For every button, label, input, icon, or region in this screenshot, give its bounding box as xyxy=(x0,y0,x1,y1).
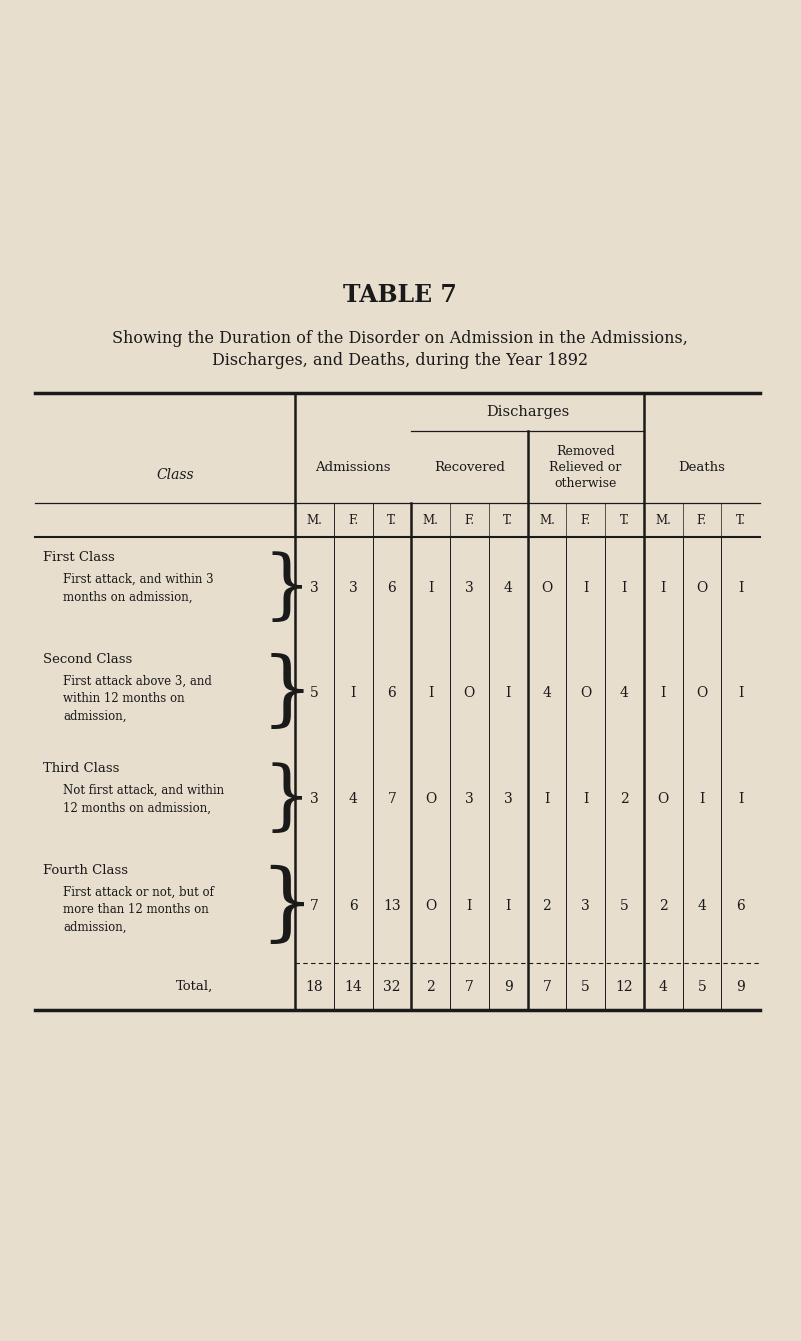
Text: Total,: Total, xyxy=(176,980,214,994)
Text: 4: 4 xyxy=(504,581,513,595)
Text: M.: M. xyxy=(307,514,322,527)
Text: F.: F. xyxy=(465,514,474,527)
Text: O: O xyxy=(580,687,591,700)
Text: I: I xyxy=(583,793,588,806)
Text: O: O xyxy=(464,687,475,700)
Text: O: O xyxy=(541,581,553,595)
Text: 3: 3 xyxy=(310,793,319,806)
Text: Removed
Relieved or
otherwise: Removed Relieved or otherwise xyxy=(549,444,622,489)
Text: I: I xyxy=(467,900,472,913)
Text: 5: 5 xyxy=(310,687,319,700)
Text: Deaths: Deaths xyxy=(678,460,726,473)
Text: I: I xyxy=(505,687,511,700)
Text: First attack, and within 3
months on admission,: First attack, and within 3 months on adm… xyxy=(63,573,214,603)
Text: }: } xyxy=(260,653,313,734)
Text: M.: M. xyxy=(423,514,439,527)
Text: O: O xyxy=(425,793,437,806)
Text: Not first attack, and within
12 months on admission,: Not first attack, and within 12 months o… xyxy=(63,784,224,814)
Text: I: I xyxy=(661,581,666,595)
Text: T.: T. xyxy=(735,514,746,527)
Text: 4: 4 xyxy=(348,793,357,806)
Text: I: I xyxy=(699,793,705,806)
Text: O: O xyxy=(696,687,707,700)
Text: 3: 3 xyxy=(348,581,357,595)
Text: Admissions: Admissions xyxy=(316,460,391,473)
Text: First attack or not, but of
more than 12 months on
admission,: First attack or not, but of more than 12… xyxy=(63,885,214,933)
Text: Fourth Class: Fourth Class xyxy=(43,864,128,877)
Text: }: } xyxy=(263,762,312,835)
Text: Recovered: Recovered xyxy=(434,460,505,473)
Text: 32: 32 xyxy=(383,979,400,994)
Text: First Class: First Class xyxy=(43,551,115,565)
Text: 18: 18 xyxy=(305,979,323,994)
Text: I: I xyxy=(661,687,666,700)
Text: 9: 9 xyxy=(736,979,745,994)
Text: 9: 9 xyxy=(504,979,513,994)
Text: 4: 4 xyxy=(658,979,667,994)
Text: 12: 12 xyxy=(615,979,633,994)
Text: I: I xyxy=(428,687,433,700)
Text: 6: 6 xyxy=(736,900,745,913)
Text: 6: 6 xyxy=(388,687,396,700)
Text: 3: 3 xyxy=(504,793,513,806)
Text: 4: 4 xyxy=(620,687,629,700)
Text: T.: T. xyxy=(503,514,513,527)
Text: 2: 2 xyxy=(426,979,435,994)
Text: 3: 3 xyxy=(465,793,473,806)
Text: Class: Class xyxy=(156,468,194,481)
Text: I: I xyxy=(738,687,743,700)
Text: 5: 5 xyxy=(698,979,706,994)
Text: I: I xyxy=(738,793,743,806)
Text: 13: 13 xyxy=(383,900,400,913)
Text: I: I xyxy=(544,793,549,806)
Text: 14: 14 xyxy=(344,979,362,994)
Text: 7: 7 xyxy=(310,900,319,913)
Text: TABLE 7: TABLE 7 xyxy=(343,283,457,307)
Text: 6: 6 xyxy=(388,581,396,595)
Text: 3: 3 xyxy=(310,581,319,595)
Text: F.: F. xyxy=(348,514,358,527)
Text: O: O xyxy=(658,793,669,806)
Text: T.: T. xyxy=(619,514,630,527)
Text: 2: 2 xyxy=(542,900,551,913)
Text: 6: 6 xyxy=(348,900,357,913)
Text: 7: 7 xyxy=(542,979,551,994)
Text: Showing the Duration of the Disorder on Admission in the Admissions,: Showing the Duration of the Disorder on … xyxy=(112,330,688,346)
Text: First attack above 3, and
within 12 months on
admission,: First attack above 3, and within 12 mont… xyxy=(63,675,212,723)
Text: 7: 7 xyxy=(465,979,474,994)
Text: M.: M. xyxy=(539,514,555,527)
Text: I: I xyxy=(583,581,588,595)
Text: 2: 2 xyxy=(658,900,667,913)
Text: Discharges, and Deaths, during the Year 1892: Discharges, and Deaths, during the Year … xyxy=(212,351,588,369)
Text: 7: 7 xyxy=(388,793,396,806)
Text: Discharges: Discharges xyxy=(486,405,570,418)
Text: I: I xyxy=(622,581,627,595)
Text: 5: 5 xyxy=(582,979,590,994)
Text: T.: T. xyxy=(387,514,396,527)
Text: O: O xyxy=(425,900,437,913)
Text: Second Class: Second Class xyxy=(43,653,132,665)
Text: Third Class: Third Class xyxy=(43,762,119,775)
Text: I: I xyxy=(351,687,356,700)
Text: O: O xyxy=(696,581,707,595)
Text: 5: 5 xyxy=(620,900,629,913)
Text: }: } xyxy=(263,551,312,625)
Text: I: I xyxy=(738,581,743,595)
Text: }: } xyxy=(260,865,314,948)
Text: M.: M. xyxy=(655,514,671,527)
Text: 3: 3 xyxy=(582,900,590,913)
Text: 4: 4 xyxy=(698,900,706,913)
Text: I: I xyxy=(428,581,433,595)
Text: 2: 2 xyxy=(620,793,629,806)
Text: 4: 4 xyxy=(542,687,551,700)
Text: F.: F. xyxy=(581,514,590,527)
Text: I: I xyxy=(505,900,511,913)
Text: 3: 3 xyxy=(465,581,473,595)
Text: F.: F. xyxy=(697,514,707,527)
